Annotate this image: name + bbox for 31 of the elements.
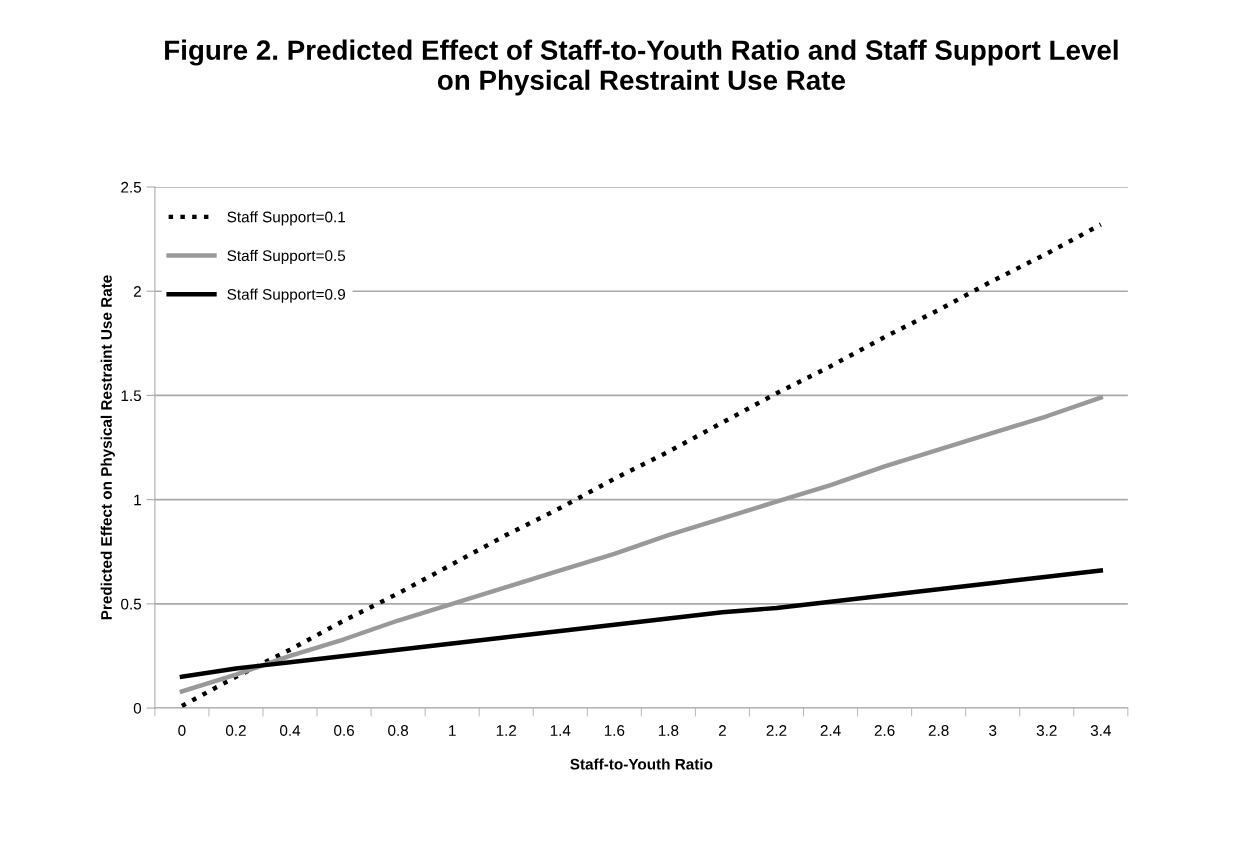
y-axis-title: Predicted Effect on Physical Restraint Use Rate: [100, 275, 115, 620]
legend-label: Staff Support=0.9: [227, 288, 346, 303]
x-tick-label: 2.6: [874, 725, 895, 736]
x-tick-label: 1.6: [604, 725, 625, 736]
x-tick-label: 0.4: [279, 725, 301, 736]
x-tick-label: 1.2: [496, 725, 517, 736]
line-series: [179, 395, 1104, 694]
x-tick-label: 2: [718, 725, 726, 736]
x-tick-label: 1: [449, 725, 456, 736]
x-tick-label: 1.8: [658, 725, 679, 736]
y-tick-label: 2: [133, 286, 141, 297]
x-tick-label: 3.4: [1090, 725, 1111, 736]
y-tick-label: 0.5: [121, 598, 142, 610]
x-tick-label: 0: [178, 725, 186, 736]
chart-title: Figure 2. Predicted Effect of Staff-to-Youth Ratio and Staff Support Level on Physical Restraint Use Rate: [165, 39, 1118, 96]
x-tick-label: 3: [989, 725, 997, 736]
y-tick-label: 1.5: [121, 390, 142, 402]
y-tick-label: 1: [134, 494, 141, 506]
x-tick-label: 0.8: [388, 725, 409, 736]
legend-label: Staff Support=0.1: [227, 211, 345, 226]
x-tick-label: 2.2: [766, 725, 787, 736]
x-tick-label: 0.2: [225, 725, 246, 736]
x-tick-label: 0.6: [334, 725, 355, 736]
x-tick-label: 1.4: [550, 725, 571, 736]
x-axis-title: Staff-to-Youth Ratio: [570, 758, 713, 770]
y-tick-label: 0: [133, 702, 142, 714]
x-tick-label: 3.2: [1036, 725, 1057, 736]
legend-label: Staff Support=0.5: [227, 249, 346, 265]
x-tick-label: 2.4: [820, 725, 841, 736]
x-tick-label: 2.8: [928, 725, 949, 736]
y-tick-label: 2.5: [121, 181, 142, 193]
